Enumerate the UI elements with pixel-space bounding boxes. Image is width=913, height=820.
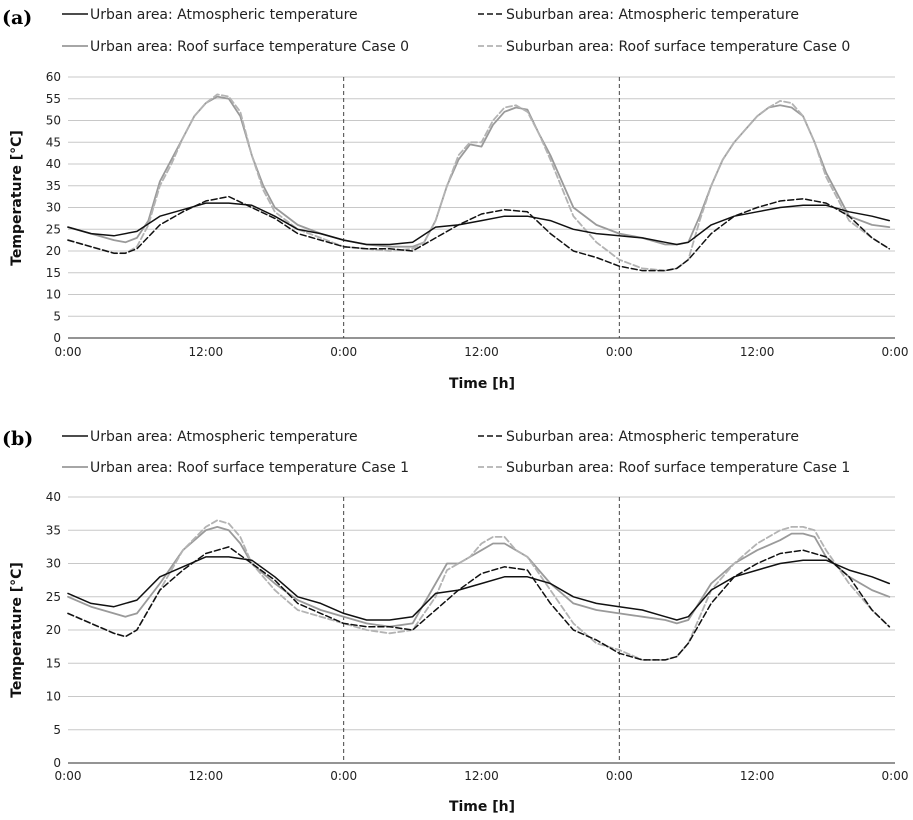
panel-a-series	[67, 93, 891, 272]
x-tick-label: 0:00	[55, 345, 82, 359]
y-tick-label: 30	[46, 201, 61, 215]
x-tick-label: 0:00	[606, 769, 633, 783]
series-line	[67, 519, 891, 661]
y-tick-label: 20	[46, 623, 61, 637]
legend-label: Suburban area: Atmospheric temperature	[506, 7, 799, 23]
panel-b-series	[67, 519, 891, 661]
y-tick-label: 50	[46, 114, 61, 128]
series-line	[67, 95, 891, 248]
y-tick-label: 55	[46, 92, 61, 106]
y-tick-label: 0	[53, 756, 61, 770]
panel-b-x-axis-title: Time [h]	[449, 799, 515, 815]
legend-label: Suburban area: Roof surface temperature …	[506, 39, 850, 55]
panel-a-label: (a)	[2, 7, 32, 29]
y-tick-label: 10	[46, 288, 61, 302]
series-line	[67, 556, 891, 621]
legend-label: Urban area: Roof surface temperature Cas…	[90, 460, 409, 476]
y-tick-label: 15	[46, 266, 61, 280]
y-tick-label: 45	[46, 135, 61, 149]
panel-b-gridlines	[68, 496, 895, 764]
y-tick-label: 60	[46, 70, 61, 84]
y-tick-label: 20	[46, 244, 61, 258]
panel-b-x-tick-labels: 0:00 12:00 0:00 12:00 0:00 12:00 0:00	[55, 769, 909, 783]
panel-a-y-tick-labels: 0 5 10 15 20 25 30 35 40 45 50 55 60	[46, 70, 61, 345]
x-tick-label: 0:00	[882, 345, 909, 359]
panel-b-y-axis-title: Temperature [°C]	[9, 562, 25, 698]
panel-a-y-axis-title: Temperature [°C]	[9, 130, 25, 266]
y-tick-label: 40	[46, 157, 61, 171]
legend-label: Urban area: Roof surface temperature Cas…	[90, 39, 409, 55]
y-tick-label: 30	[46, 557, 61, 571]
panel-b-y-tick-labels: 0 5 10 15 20 25 30 35 40	[46, 490, 61, 770]
x-tick-label: 12:00	[740, 345, 775, 359]
x-tick-label: 12:00	[189, 769, 224, 783]
panel-b: (b) Urban area: Atmospheric temperature S…	[2, 428, 908, 815]
panel-a: (a) Urban area: Atmospheric temperature S…	[2, 7, 908, 392]
series-line	[67, 526, 891, 628]
x-tick-label: 0:00	[330, 345, 357, 359]
panel-a-day-dividers	[343, 77, 620, 338]
y-tick-label: 35	[46, 523, 61, 537]
series-line	[67, 195, 891, 272]
y-tick-label: 0	[53, 331, 61, 345]
legend-label: Suburban area: Roof surface temperature …	[506, 460, 850, 476]
y-tick-label: 25	[46, 590, 61, 604]
panel-a-x-tick-labels: 0:00 12:00 0:00 12:00 0:00 12:00 0:00	[55, 345, 909, 359]
panel-b-label: (b)	[2, 428, 33, 450]
x-tick-label: 0:00	[55, 769, 82, 783]
y-tick-label: 5	[53, 723, 61, 737]
y-tick-label: 35	[46, 179, 61, 193]
x-tick-label: 0:00	[330, 769, 357, 783]
x-tick-label: 12:00	[464, 345, 499, 359]
y-tick-label: 25	[46, 222, 61, 236]
legend-label: Urban area: Atmospheric temperature	[90, 7, 358, 23]
panel-b-day-dividers	[343, 497, 620, 763]
series-line	[67, 93, 891, 272]
x-tick-label: 12:00	[464, 769, 499, 783]
y-tick-label: 5	[53, 309, 61, 323]
legend-label: Suburban area: Atmospheric temperature	[506, 429, 799, 445]
legend-label: Urban area: Atmospheric temperature	[90, 429, 358, 445]
x-tick-label: 0:00	[606, 345, 633, 359]
y-tick-label: 10	[46, 690, 61, 704]
y-tick-label: 15	[46, 656, 61, 670]
x-tick-label: 12:00	[189, 345, 224, 359]
y-tick-label: 40	[46, 490, 61, 504]
panel-a-legend: Urban area: Atmospheric temperature Subur…	[62, 7, 850, 55]
panel-a-x-axis-title: Time [h]	[449, 376, 515, 392]
series-line	[67, 546, 891, 661]
series-line	[67, 202, 891, 246]
x-tick-label: 12:00	[740, 769, 775, 783]
x-tick-label: 0:00	[882, 769, 909, 783]
panel-b-legend: Urban area: Atmospheric temperature Subur…	[62, 429, 850, 476]
